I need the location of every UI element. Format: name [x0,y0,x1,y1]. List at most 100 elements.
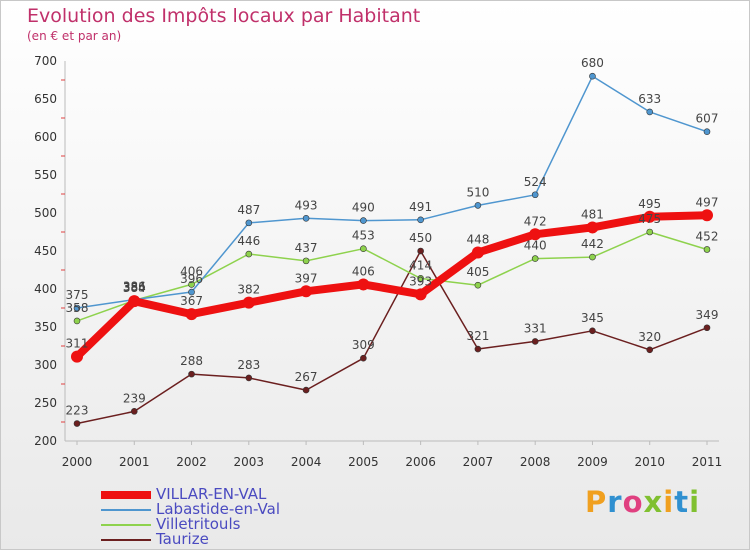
y-tick-label: 650 [34,92,57,106]
data-label: 331 [524,321,547,335]
data-label: 311 [66,337,89,351]
y-tick-label: 600 [34,130,57,144]
data-label: 448 [466,233,489,247]
y-tick-label: 400 [34,282,57,296]
logo-letter: i [663,485,675,519]
data-label: 349 [696,308,719,322]
legend-label: Labastide-en-Val [156,500,281,518]
legend-label: Taurize [156,530,209,548]
x-tick-label: 2000 [62,455,93,469]
data-label: 491 [409,200,432,214]
data-label: 345 [581,311,604,325]
data-point [302,257,310,265]
data-point [586,221,599,234]
y-tick-label: 200 [34,434,57,448]
logo-letter: t [674,485,690,519]
data-point [188,288,195,296]
data-label: 442 [581,237,604,251]
data-point [474,202,482,209]
data-label: 524 [524,175,547,189]
data-label: 487 [237,203,260,217]
data-point [128,295,141,308]
data-point [703,324,711,332]
data-point [360,354,367,362]
data-point [188,281,195,288]
data-point [414,288,427,301]
data-point [300,285,313,298]
x-tick-label: 2004 [291,455,322,469]
data-point [245,219,253,227]
data-point [185,308,198,321]
data-point [589,72,596,80]
logo-letter: r [607,485,623,519]
data-label: 495 [638,197,661,211]
data-label: 367 [180,294,203,308]
x-tick-label: 2006 [405,455,436,469]
y-tick-label: 450 [34,244,57,258]
data-label: 386 [123,280,146,294]
data-point [73,317,81,325]
x-tick-label: 2009 [577,455,608,469]
data-point [130,408,138,415]
legend-label: VILLAR-EN-VAL [156,485,267,503]
data-label: 358 [66,301,89,315]
data-label: 633 [638,92,661,106]
data-point [357,278,370,291]
data-point [646,228,654,236]
data-point [703,128,711,135]
data-point [529,228,542,241]
proxiti-logo: Proxiti [585,485,700,519]
y-tick-label: 300 [34,358,57,372]
data-point [531,191,539,199]
x-tick-label: 2010 [634,455,665,469]
data-point [703,246,711,253]
data-label: 239 [123,391,146,405]
data-label: 288 [180,354,203,368]
chart-subtitle: (en € et par an) [27,29,122,43]
data-point [474,345,482,353]
data-point [646,108,654,116]
data-point [531,255,539,262]
data-label: 223 [66,404,89,418]
data-label: 475 [638,212,661,226]
data-label: 440 [524,239,547,253]
data-point [242,296,255,309]
data-label: 510 [466,185,489,199]
data-point [188,370,195,378]
data-point [417,275,424,282]
data-label: 406 [180,264,203,278]
y-tick-label: 350 [34,320,57,334]
y-tick-label: 500 [34,206,57,220]
data-point [589,253,596,261]
data-point [245,250,253,258]
data-point [360,217,367,224]
series-line-0 [73,211,711,361]
series-line-3 [76,250,708,425]
data-label: 375 [66,288,89,302]
data-label: 405 [466,265,489,279]
logo-letter: i [689,485,701,519]
data-label: 497 [696,195,719,209]
data-label: 414 [409,258,432,272]
y-tick-label: 700 [34,54,57,68]
data-point [71,350,83,363]
data-point [245,374,253,382]
x-tick-label: 2007 [463,455,494,469]
data-label: 490 [352,201,375,215]
data-point [73,420,81,427]
data-label: 406 [352,264,375,278]
data-point [471,246,484,259]
logo-letter: o [622,485,644,519]
data-label: 385 [123,280,146,294]
data-label: 453 [352,229,375,243]
x-tick-label: 2005 [348,455,379,469]
data-label: 320 [638,330,661,344]
data-label: 267 [295,370,318,384]
x-tick-label: 2002 [176,455,207,469]
data-label: 472 [524,214,547,228]
data-point [73,304,81,312]
y-tick-label: 250 [34,396,57,410]
data-label: 481 [581,207,604,221]
